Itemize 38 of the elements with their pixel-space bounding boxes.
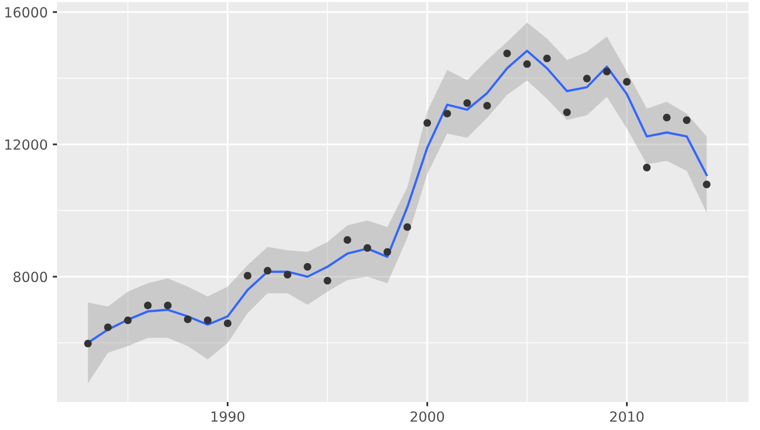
point [144, 302, 152, 310]
point [503, 50, 511, 58]
point [224, 320, 232, 328]
point [304, 262, 312, 271]
point [324, 276, 332, 284]
point [84, 340, 92, 348]
point [204, 316, 212, 324]
point [284, 270, 292, 279]
point [104, 323, 112, 332]
point [463, 99, 471, 107]
point [443, 110, 452, 118]
point [403, 223, 412, 231]
point [702, 180, 710, 188]
point [682, 116, 691, 124]
point [662, 114, 671, 122]
x-tick-label: 2000 [410, 411, 444, 422]
point [643, 164, 651, 172]
point [623, 78, 631, 86]
point [364, 244, 372, 252]
point [563, 108, 571, 116]
y-tick-label: 8000 [14, 272, 48, 282]
point [523, 60, 531, 68]
y-tick-label: 16000 [5, 7, 48, 18]
point [483, 102, 491, 110]
x-tick-label: 2010 [610, 411, 644, 422]
point [264, 266, 272, 275]
y-tick-label: 12000 [5, 139, 48, 150]
point [423, 119, 432, 127]
x-tick-label: 1990 [212, 411, 244, 422]
point [603, 68, 611, 76]
point [583, 74, 591, 82]
point [124, 316, 132, 324]
point [244, 272, 252, 280]
point [344, 236, 352, 244]
point [543, 54, 551, 62]
point [184, 316, 192, 324]
point [164, 302, 172, 310]
point [384, 248, 392, 256]
